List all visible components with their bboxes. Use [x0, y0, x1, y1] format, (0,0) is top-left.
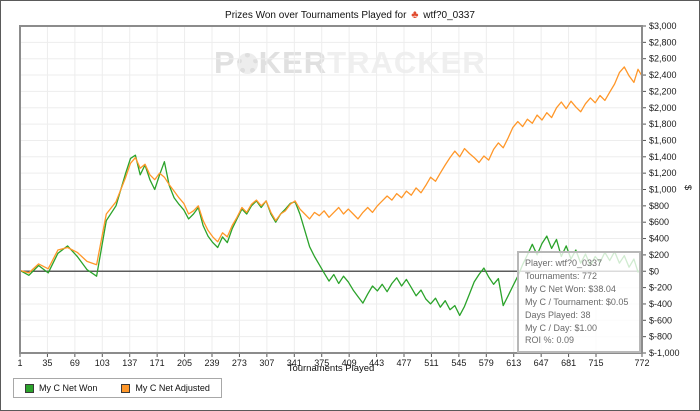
y-tick-label: $600 [649, 217, 669, 227]
x-tick-label: 409 [342, 358, 357, 368]
x-tick-label: 681 [561, 358, 576, 368]
y-tick-label: $-1,000 [649, 348, 680, 358]
x-tick-label: 375 [314, 358, 329, 368]
y-tick-label: $2,800 [649, 37, 677, 47]
legend-label-net-won: My C Net Won [39, 383, 98, 393]
x-tick-label: 613 [506, 358, 521, 368]
tooltip-player: Player: wtf?0_0337 [525, 258, 603, 268]
y-tick-label: $0 [649, 266, 659, 276]
y-tick-label: $2,400 [649, 70, 677, 80]
x-tick-label: 715 [588, 358, 603, 368]
y-tick-label: $400 [649, 234, 669, 244]
y-tick-label: $-400 [649, 299, 672, 309]
x-tick-label: 307 [259, 358, 274, 368]
tooltip-roi: ROI %: 0.09 [525, 335, 575, 346]
x-tick-label: 103 [95, 358, 110, 368]
x-tick-label: 511 [424, 358, 438, 368]
x-tick-label: 341 [287, 358, 302, 368]
y-tick-label: $1,200 [649, 168, 677, 178]
x-tick-label: 205 [177, 358, 192, 368]
tooltip-per-day: My C / Day: $1.00 [525, 322, 598, 333]
x-tick-label: 545 [451, 358, 466, 368]
y-tick-label: $2,200 [649, 86, 677, 96]
y-tick-label: $1,600 [649, 135, 677, 145]
y-axis-title: $ [682, 184, 694, 191]
x-tick-label: 35 [42, 358, 52, 368]
x-tick-label: 137 [122, 358, 137, 368]
watermark-text-ker: KER [258, 45, 328, 80]
legend-item-net-adjusted: My C Net Adjusted [121, 383, 210, 393]
y-tick-label: $800 [649, 201, 669, 211]
x-tick-label: 239 [204, 358, 219, 368]
tooltip-days-played: Days Played: 38 [525, 309, 591, 320]
watermark-text-p: P [214, 45, 236, 80]
x-tick-label: 647 [534, 358, 549, 368]
legend-label-net-adjusted: My C Net Adjusted [135, 383, 210, 393]
tooltip-tournaments: Tournaments: 772 [525, 270, 598, 281]
player-name: wtf?0_0337 [423, 10, 475, 21]
y-tick-label: $1,000 [649, 185, 677, 195]
y-tick-label: $-800 [649, 332, 672, 342]
y-tick-label: $1,800 [649, 119, 677, 129]
series-line-net-won [19, 154, 643, 317]
x-tick-label: 171 [150, 358, 165, 368]
chart-title-prefix: Prizes Won over Tournaments Played for [225, 10, 407, 21]
chart-title: Prizes Won over Tournaments Played for ♣… [1, 9, 699, 21]
x-tick-label: 443 [369, 358, 384, 368]
y-tick-label: $1,400 [649, 152, 677, 162]
x-tick-label: 579 [479, 358, 494, 368]
tooltip-per-tournament: My C / Tournament: $0.05 [525, 296, 629, 307]
y-tick-label: $2,600 [649, 54, 677, 64]
tooltip-net-won: My C Net Won: $38.04 [525, 283, 616, 294]
series-line-net-adjusted [19, 66, 643, 274]
x-tick-label: 1 [17, 358, 22, 368]
y-tick-label: $200 [649, 250, 669, 260]
y-tick-label: $-600 [649, 315, 672, 325]
chart-legend: My C Net Won My C Net Adjusted [13, 378, 222, 398]
x-tick-label: 477 [396, 358, 411, 368]
legend-swatch-orange [121, 383, 131, 393]
y-tick-label: $3,000 [649, 21, 677, 31]
player-club-icon: ♣ [411, 9, 419, 21]
x-tick-label: 273 [232, 358, 247, 368]
legend-swatch-green [25, 383, 34, 393]
stats-tooltip-panel: Player: wtf?0_0337 Tournaments: 772 My C… [517, 251, 641, 354]
y-tick-label: $-200 [649, 283, 672, 293]
x-tick-label: 69 [70, 358, 80, 368]
x-tick-label: 772 [634, 358, 649, 368]
y-tick-label: $2,000 [649, 103, 677, 113]
x-axis-title: Tournaments Played [287, 363, 375, 374]
legend-item-net-won: My C Net Won [25, 383, 97, 393]
plot-border [19, 25, 643, 354]
